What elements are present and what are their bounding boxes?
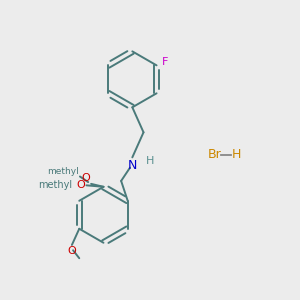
Text: O: O [82,173,91,183]
Text: F: F [162,57,168,68]
Text: methyl: methyl [38,180,72,190]
Text: N: N [128,159,137,172]
Text: O: O [77,180,85,190]
Text: O: O [68,246,76,256]
Text: Br: Br [207,148,221,161]
Text: H: H [146,156,154,166]
Text: methyl: methyl [48,167,79,176]
Text: H: H [232,148,241,161]
